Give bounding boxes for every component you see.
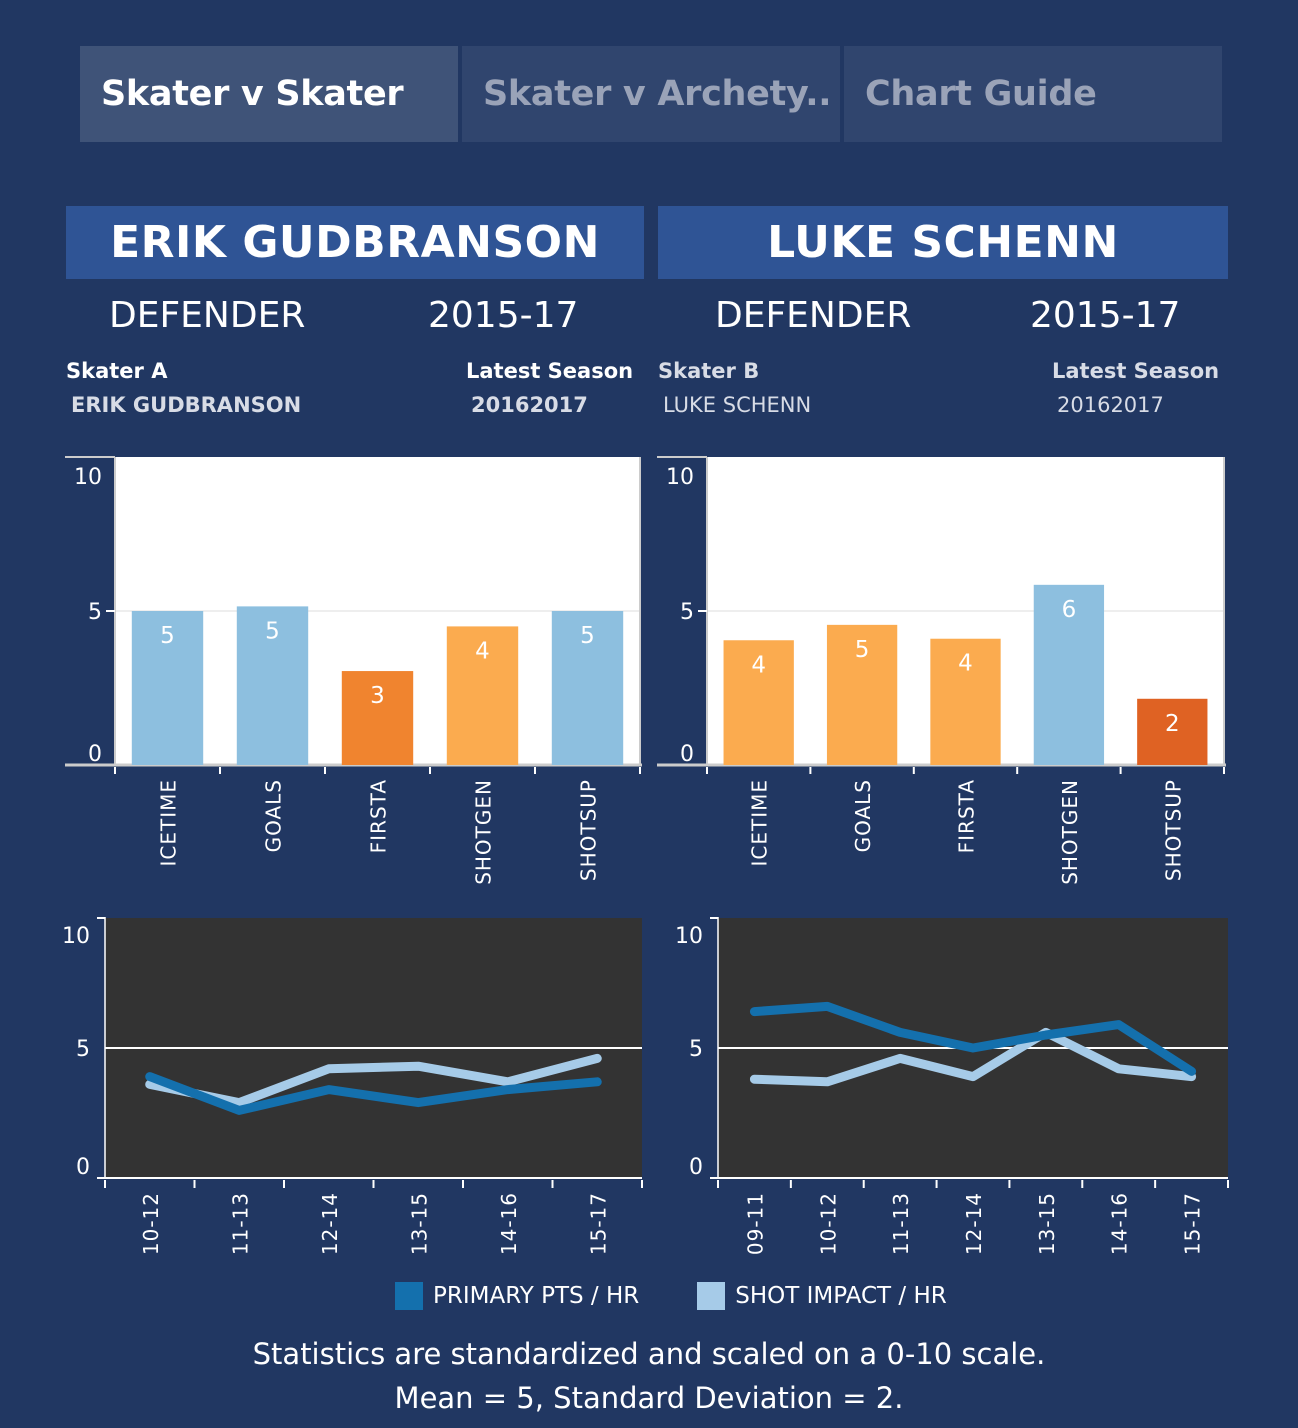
x-tick-label: 10-12 bbox=[139, 1192, 163, 1255]
bar-value-label: 2 bbox=[1165, 711, 1180, 737]
skater-a-filter-value[interactable]: ERIK GUDBRANSON bbox=[71, 393, 302, 417]
bar-icetime bbox=[723, 640, 794, 765]
bar-firsta bbox=[341, 671, 414, 765]
skater-b-season-label: Latest Season bbox=[1052, 359, 1220, 383]
legend-swatch-primary bbox=[395, 1282, 423, 1310]
tab-chart-guide[interactable]: Chart Guide bbox=[844, 46, 1222, 142]
y-tick-label: 10 bbox=[666, 465, 694, 490]
y-tick-label: 10 bbox=[675, 924, 703, 949]
line-chart-skater-b: 0 5 10 09-11 10-12 11-13 12-14 13-15 14-16 15-17 bbox=[675, 917, 1229, 1255]
legend-label-shot: SHOT IMPACT / HR bbox=[735, 1283, 947, 1309]
x-tick-label: ICETIME bbox=[748, 779, 772, 867]
bar-goals bbox=[236, 606, 309, 765]
skater-b-seasons: 2015-17 bbox=[1030, 295, 1181, 336]
bar-value-label: 4 bbox=[958, 651, 973, 677]
y-tick-label: 0 bbox=[689, 1155, 703, 1180]
bar-value-label: 6 bbox=[1062, 597, 1077, 623]
skater-a-season-label: Latest Season bbox=[466, 359, 634, 383]
x-tick-label: 10-12 bbox=[816, 1192, 840, 1255]
x-tick-label: 11-13 bbox=[889, 1192, 913, 1255]
y-tick-label: 5 bbox=[680, 600, 694, 625]
x-tick-label: 14-16 bbox=[1108, 1192, 1132, 1255]
series-line-primary-pts-hr bbox=[145, 1072, 602, 1115]
line-chart-skater-a: 0 5 10 10-12 11-13 12-14 13-15 14-16 15-17 bbox=[62, 917, 643, 1255]
skater-a-name-banner: ERIK GUDBRANSON bbox=[66, 206, 644, 279]
footnote-line-2: Mean = 5, Standard Deviation = 2. bbox=[394, 1381, 904, 1415]
bar-goals bbox=[826, 624, 898, 765]
footnote-line-1: Statistics are standardized and scaled o… bbox=[252, 1337, 1046, 1371]
x-tick-label: 15-17 bbox=[1181, 1192, 1205, 1255]
x-tick-label: FIRSTA bbox=[955, 779, 979, 853]
skater-b-subheader: DEFENDER 2015-17 bbox=[658, 279, 1228, 359]
skater-a-seasons: 2015-17 bbox=[428, 295, 579, 336]
tab-skater-v-skater[interactable]: Skater v Skater bbox=[80, 46, 458, 142]
x-tick-label: SHOTSUP bbox=[1161, 779, 1185, 881]
skater-b-season-value[interactable]: 20162017 bbox=[1057, 393, 1164, 417]
x-tick-label: SHOTGEN bbox=[1058, 779, 1082, 885]
y-tick-label: 0 bbox=[88, 742, 102, 767]
bar-value-label: 5 bbox=[265, 618, 280, 644]
tab-skater-v-archetype[interactable]: Skater v Archety.. bbox=[462, 46, 840, 142]
y-tick-label: 10 bbox=[74, 465, 102, 490]
bar-value-label: 3 bbox=[370, 683, 385, 709]
skater-a-season-value[interactable]: 20162017 bbox=[471, 393, 588, 417]
x-tick-label: 13-15 bbox=[407, 1192, 431, 1255]
skater-b-filter-value[interactable]: LUKE SCHENN bbox=[663, 393, 812, 417]
legend-item-primary[interactable]: PRIMARY PTS / HR bbox=[395, 1282, 639, 1310]
skater-b-name-banner: LUKE SCHENN bbox=[658, 206, 1228, 279]
bar-value-label: 5 bbox=[580, 623, 595, 649]
skater-a-filter-label: Skater A bbox=[66, 359, 168, 383]
y-tick-label: 10 bbox=[62, 924, 90, 949]
skater-b-filter-label: Skater B bbox=[658, 359, 760, 383]
bar-value-label: 5 bbox=[160, 623, 175, 649]
skater-b-panel: LUKE SCHENN DEFENDER 2015-17 Skater B LU… bbox=[658, 206, 1228, 419]
skater-a-position: DEFENDER bbox=[109, 295, 306, 336]
x-tick-label: 15-17 bbox=[586, 1192, 610, 1255]
y-tick-label: 5 bbox=[88, 600, 102, 625]
bar-value-label: 5 bbox=[855, 637, 870, 663]
x-tick-label: 09-11 bbox=[743, 1192, 767, 1255]
x-tick-label: 11-13 bbox=[228, 1192, 252, 1255]
bar-firsta bbox=[930, 638, 1001, 765]
bar-shotgen bbox=[446, 626, 519, 765]
legend-item-shot[interactable]: SHOT IMPACT / HR bbox=[697, 1282, 947, 1310]
x-tick-label: 14-16 bbox=[497, 1192, 521, 1255]
bar-shotsup bbox=[551, 611, 624, 765]
x-tick-label: SHOTGEN bbox=[472, 779, 496, 885]
y-tick-label: 5 bbox=[689, 1037, 703, 1062]
bar-value-label: 4 bbox=[751, 652, 766, 678]
bar-icetime bbox=[131, 611, 204, 765]
line-chart-legend: PRIMARY PTS / HR SHOT IMPACT / HR bbox=[395, 1282, 1005, 1310]
x-tick-label: 13-15 bbox=[1035, 1192, 1059, 1255]
x-tick-label: FIRSTA bbox=[367, 779, 391, 853]
y-tick-label: 5 bbox=[76, 1037, 90, 1062]
legend-swatch-shot bbox=[697, 1282, 726, 1310]
bar-chart-skater-a: 0 5 10 5 ICETIME 5 GOALS 3 FIRSTA 4 SHOTGEN 5 SHOTSU… bbox=[65, 456, 642, 885]
skater-a-subheader: DEFENDER 2015-17 bbox=[66, 279, 644, 359]
x-tick-label: SHOTSUP bbox=[577, 779, 601, 881]
skater-b-filter: Skater B LUKE SCHENN Latest Season 20162… bbox=[658, 359, 1228, 419]
legend-label-primary: PRIMARY PTS / HR bbox=[433, 1283, 640, 1309]
x-tick-label: GOALS bbox=[851, 779, 875, 852]
skater-a-filter: Skater A ERIK GUDBRANSON Latest Season 2… bbox=[66, 359, 644, 419]
x-tick-label: ICETIME bbox=[157, 779, 181, 867]
y-tick-label: 0 bbox=[76, 1155, 90, 1180]
tab-bar: Skater v Skater Skater v Archety.. Chart… bbox=[80, 46, 1222, 142]
x-tick-label: 12-14 bbox=[962, 1192, 986, 1255]
skater-a-panel: ERIK GUDBRANSON DEFENDER 2015-17 Skater … bbox=[66, 206, 644, 419]
y-tick-label: 0 bbox=[680, 742, 694, 767]
x-tick-label: GOALS bbox=[262, 779, 286, 852]
skater-b-position: DEFENDER bbox=[715, 295, 912, 336]
bar-shotgen bbox=[1033, 584, 1105, 765]
x-tick-label: 12-14 bbox=[318, 1192, 342, 1255]
series-line-shot-impact-hr bbox=[145, 1053, 602, 1108]
bar-shotsup bbox=[1137, 698, 1208, 765]
footnote: Statistics are standardized and scaled o… bbox=[0, 1332, 1298, 1420]
bar-chart-skater-b: 0 5 10 4 ICETIME 5 GOALS 4 FIRSTA 6 SHOTGEN 2 SHOTSU… bbox=[657, 456, 1226, 885]
bar-value-label: 4 bbox=[475, 638, 490, 664]
